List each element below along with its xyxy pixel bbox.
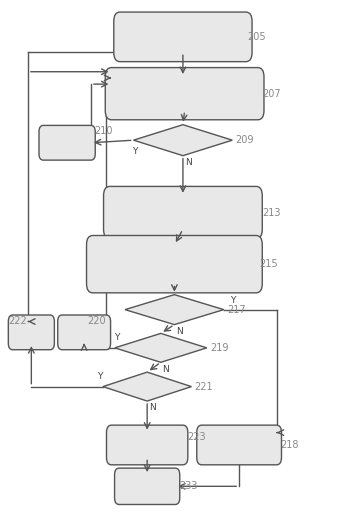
Text: 217: 217 [227, 305, 246, 314]
FancyBboxPatch shape [8, 315, 54, 350]
Text: 223: 223 [187, 432, 206, 442]
Text: 220: 220 [88, 316, 106, 326]
Text: 222: 222 [8, 316, 27, 326]
FancyBboxPatch shape [104, 186, 262, 239]
Text: 219: 219 [210, 343, 228, 353]
FancyBboxPatch shape [105, 67, 264, 120]
Text: 209: 209 [236, 135, 254, 145]
Text: 213: 213 [262, 208, 281, 218]
Polygon shape [125, 295, 224, 325]
FancyBboxPatch shape [87, 236, 262, 293]
FancyBboxPatch shape [58, 315, 110, 350]
Text: N: N [185, 158, 192, 167]
Text: Y: Y [114, 333, 119, 342]
Text: Y: Y [97, 372, 102, 381]
Polygon shape [115, 334, 207, 362]
Text: 221: 221 [194, 382, 212, 392]
Polygon shape [133, 125, 232, 156]
FancyBboxPatch shape [197, 425, 281, 465]
FancyBboxPatch shape [106, 425, 188, 465]
Polygon shape [103, 372, 192, 401]
FancyBboxPatch shape [115, 468, 180, 505]
Text: 207: 207 [262, 89, 281, 99]
Text: 233: 233 [179, 481, 198, 491]
FancyBboxPatch shape [114, 12, 252, 62]
Text: N: N [149, 404, 156, 412]
Text: 205: 205 [248, 32, 266, 42]
Text: Y: Y [133, 147, 138, 156]
Text: N: N [176, 327, 183, 336]
Text: 210: 210 [94, 126, 113, 136]
FancyBboxPatch shape [39, 125, 95, 160]
Text: Y: Y [229, 296, 235, 305]
Text: 215: 215 [259, 259, 277, 269]
Text: 218: 218 [281, 440, 299, 450]
Text: N: N [162, 365, 169, 373]
